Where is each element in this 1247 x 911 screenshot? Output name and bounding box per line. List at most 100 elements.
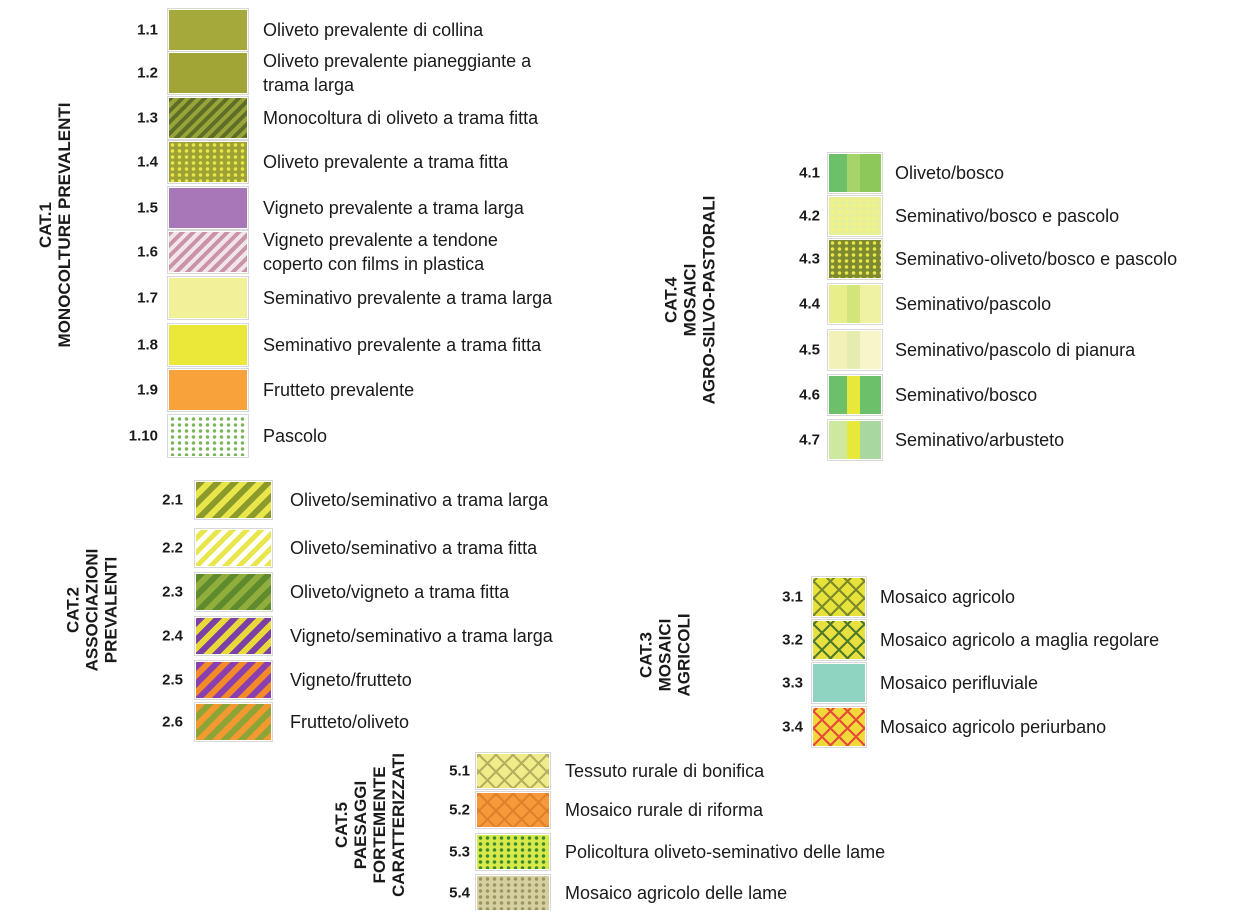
title-line: AGRICOLI <box>674 613 694 697</box>
item-code: 2.3 <box>162 583 183 601</box>
title-line: CAT.3 <box>636 632 656 678</box>
swatch <box>167 186 249 230</box>
category-title: CAT.1 MONOCOLTURE PREVALENTI <box>36 103 74 348</box>
item-label: Mosaico agricolo delle lame <box>565 881 787 905</box>
swatch <box>194 702 273 742</box>
title-line: CAT.1 <box>36 202 55 248</box>
category-title: CAT.2 ASSOCIAZIONI PREVALENTI <box>64 549 121 672</box>
label-line: Oliveto/seminativo a trama fitta <box>290 538 538 558</box>
label-line: Mosaico agricolo <box>880 587 1016 607</box>
swatch <box>811 706 867 748</box>
title-line: PAESAGGI <box>351 780 370 870</box>
item-code: 1.5 <box>137 199 158 217</box>
category-title: CAT.4 MOSAICI AGRO-SILVO-PASTORALI <box>662 196 719 405</box>
label-line: Seminativo/pascolo di pianura <box>895 340 1136 360</box>
swatch <box>827 329 883 371</box>
swatch <box>827 152 883 194</box>
swatch <box>167 96 249 140</box>
item-label: Mosaico agricolo periurbano <box>880 715 1106 739</box>
title-line: FORTEMENTE <box>370 766 389 884</box>
label-line: Oliveto/vigneto a trama fitta <box>290 582 510 602</box>
item-label: Frutteto/oliveto <box>290 710 409 734</box>
item-label: Frutteto prevalente <box>263 378 414 402</box>
item-code: 1.3 <box>137 109 158 127</box>
item-code: 3.2 <box>782 631 803 649</box>
label-line: Mosaico rurale di riforma <box>565 800 764 820</box>
item-label: Seminativo-oliveto/bosco e pascolo <box>895 247 1177 271</box>
swatch <box>167 51 249 95</box>
item-label: Oliveto/bosco <box>895 161 1004 185</box>
label-line: Seminativo/arbusteto <box>895 430 1065 450</box>
swatch <box>194 660 273 700</box>
label-line: Seminativo/bosco e pascolo <box>895 206 1120 226</box>
item-label: Mosaico perifluviale <box>880 671 1038 695</box>
item-label: Oliveto prevalente di collina <box>263 18 483 42</box>
item-code: 4.3 <box>799 250 820 268</box>
item-code: 1.2 <box>137 64 158 82</box>
swatch <box>167 276 249 320</box>
swatch <box>475 874 551 911</box>
item-label: Vigneto prevalente a tendone coperto con … <box>263 228 498 276</box>
item-code: 1.7 <box>137 289 158 307</box>
label-line: Oliveto/seminativo a trama larga <box>290 490 549 510</box>
label-line: Mosaico agricolo a maglia regolare <box>880 630 1160 650</box>
label-line: Oliveto prevalente di collina <box>263 20 484 40</box>
item-code: 2.5 <box>162 671 183 689</box>
item-code: 1.6 <box>137 243 158 261</box>
item-label: Seminativo prevalente a trama fitta <box>263 333 541 357</box>
item-label: Seminativo/bosco <box>895 383 1037 407</box>
item-code: 4.7 <box>799 431 820 449</box>
title-line: CAT.4 <box>661 277 681 323</box>
swatch <box>827 195 883 237</box>
item-code: 3.4 <box>782 718 803 736</box>
item-code: 1.4 <box>137 153 158 171</box>
item-label: Oliveto/seminativo a trama larga <box>290 488 548 512</box>
swatch <box>827 283 883 325</box>
title-line: AGRO-SILVO-PASTORALI <box>699 195 719 405</box>
label-line: Seminativo/pascolo <box>895 294 1052 314</box>
title-line: ASSOCIAZIONI <box>82 548 102 672</box>
label-line: Seminativo prevalente a trama larga <box>263 288 553 308</box>
item-label: Seminativo prevalente a trama larga <box>263 286 552 310</box>
title-line: MOSAICI <box>655 618 675 692</box>
label-line: Vigneto prevalente a tendone <box>263 230 498 250</box>
label-line: Seminativo prevalente a trama fitta <box>263 335 542 355</box>
item-label: Vigneto/seminativo a trama larga <box>290 624 553 648</box>
item-label: Vigneto prevalente a trama larga <box>263 196 524 220</box>
title-line: CARATTERIZZATI <box>389 753 408 897</box>
item-code: 4.1 <box>799 164 820 182</box>
swatch <box>475 833 551 871</box>
label-line: Vigneto prevalente a trama larga <box>263 198 524 218</box>
swatch <box>475 791 551 829</box>
swatch <box>827 238 883 280</box>
item-label: Oliveto prevalente pianeggiante a trama l… <box>263 49 531 97</box>
label-line: coperto con films in plastica <box>263 254 485 274</box>
label-line: Monocoltura di oliveto a trama fitta <box>263 108 539 128</box>
swatch <box>167 230 249 274</box>
swatch <box>194 572 273 612</box>
title-line: CAT.5 <box>332 802 351 848</box>
item-code: 4.2 <box>799 207 820 225</box>
item-code: 2.6 <box>162 713 183 731</box>
item-code: 5.4 <box>449 884 470 902</box>
item-label: Oliveto/seminativo a trama fitta <box>290 536 537 560</box>
label-line: Mosaico agricolo periurbano <box>880 717 1107 737</box>
swatch <box>194 528 273 568</box>
item-label: Tessuto rurale di bonifica <box>565 759 764 783</box>
item-label: Seminativo/bosco e pascolo <box>895 204 1119 228</box>
swatch <box>167 140 249 184</box>
title-line: PREVALENTI <box>101 556 121 664</box>
item-code: 1.8 <box>137 336 158 354</box>
swatch <box>194 616 273 656</box>
swatch <box>475 752 551 790</box>
item-label: Mosaico agricolo <box>880 585 1015 609</box>
item-code: 4.6 <box>799 386 820 404</box>
item-code: 2.1 <box>162 491 183 509</box>
item-label: Mosaico agricolo a maglia regolare <box>880 628 1159 652</box>
item-code: 2.4 <box>162 627 183 645</box>
item-label: Pascolo <box>263 424 327 448</box>
label-line: Seminativo-oliveto/bosco e pascolo <box>895 249 1178 269</box>
title-line: MOSAICI <box>680 263 700 337</box>
item-code: 1.9 <box>137 381 158 399</box>
